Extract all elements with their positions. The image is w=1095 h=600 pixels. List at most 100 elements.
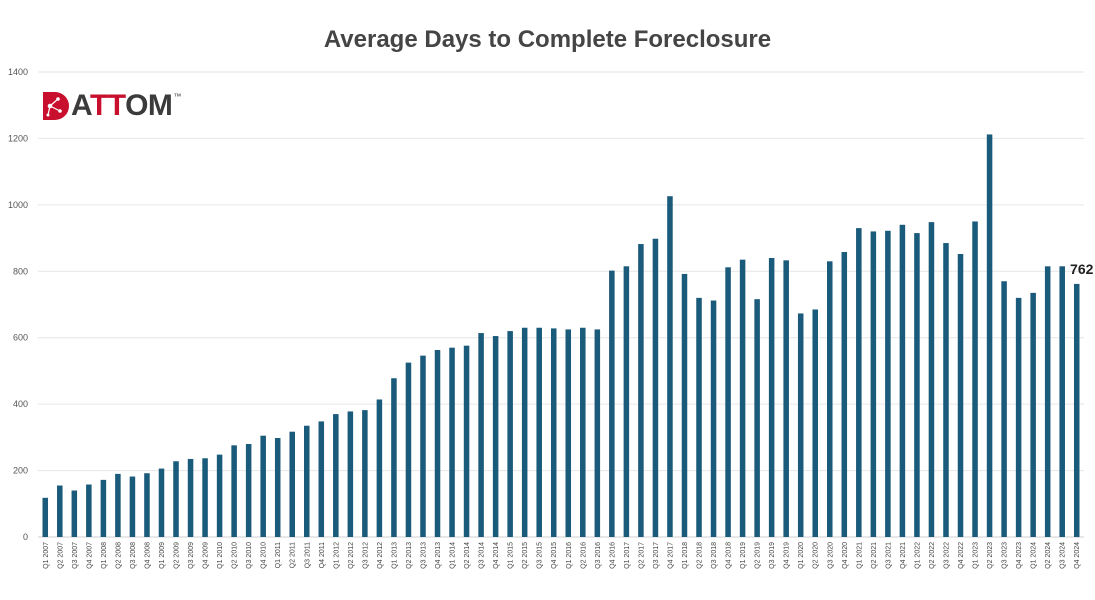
x-tick-label: Q3 2007: [72, 542, 79, 569]
bar: [231, 445, 237, 537]
bar: [739, 259, 746, 537]
x-tick-label: Q3 2017: [653, 542, 660, 569]
x-tick-label: Q1 2013: [391, 542, 398, 569]
bar: [652, 238, 659, 537]
x-tick-label: Q1 2008: [101, 542, 108, 569]
x-tick-label: Q2 2020: [813, 542, 820, 569]
bar: [333, 414, 339, 537]
x-tick-label: Q1 2012: [333, 542, 340, 569]
bar: [768, 258, 775, 537]
x-tick-label: Q1 2020: [798, 542, 805, 569]
bar: [754, 299, 760, 537]
bar: [580, 327, 586, 537]
x-tick-label: Q4 2023: [1016, 542, 1023, 569]
bar: [449, 347, 455, 537]
bar: [710, 300, 717, 537]
bar: [521, 327, 528, 537]
x-tick-label: Q3 2011: [304, 542, 311, 568]
bars: [42, 134, 1080, 538]
x-tick-label: Q2 2012: [348, 542, 355, 569]
bar: [928, 222, 935, 537]
x-tick-label: Q2 2008: [115, 542, 122, 569]
attom-logo-text: ATTOM: [71, 89, 173, 122]
x-tick-label: Q2 2017: [638, 542, 645, 569]
x-tick-label: Q3 2024: [1060, 542, 1067, 569]
bar: [492, 336, 499, 537]
x-tick-label: Q2 2011: [290, 542, 297, 568]
bar: [115, 473, 121, 537]
gridlines: [38, 71, 1084, 538]
x-tick-label: Q4 2008: [144, 542, 151, 569]
x-tick-label: Q1 2014: [450, 542, 457, 569]
bar: [86, 484, 92, 537]
bar: [550, 328, 557, 537]
y-tick-label: 400: [13, 399, 28, 409]
bar: [260, 435, 266, 537]
x-tick-label: Q2 2007: [57, 542, 64, 569]
bar: [696, 297, 702, 537]
bar: [1073, 283, 1080, 537]
data-label: 762: [1070, 261, 1094, 277]
x-tick-label: Q2 2009: [174, 542, 181, 569]
x-tick-label: Q2 2015: [522, 542, 529, 569]
bar: [507, 331, 513, 537]
bar: [986, 134, 993, 537]
x-tick-label: Q3 2014: [479, 542, 486, 569]
x-tick-label: Q4 2016: [609, 542, 616, 569]
y-tick-label: 1000: [8, 200, 28, 210]
bar: [594, 329, 601, 537]
x-tick-label: Q1 2015: [508, 542, 515, 569]
x-tick-label: Q3 2008: [130, 542, 137, 569]
x-tick-label: Q3 2015: [537, 542, 544, 569]
bar: [841, 252, 848, 537]
bar: [289, 431, 295, 537]
bar: [812, 309, 818, 537]
x-axis-ticks: Q1 2007 Q2 2007 Q3 2007 Q4 2007 Q1 2008 Q2 20…: [43, 542, 1081, 569]
y-tick-label: 200: [13, 466, 28, 476]
x-tick-label: Q4 2009: [203, 542, 210, 569]
bar: [957, 254, 964, 537]
bar: [623, 266, 630, 537]
x-tick-label: Q3 2020: [827, 542, 834, 569]
bar: [972, 221, 978, 537]
x-tick-label: Q4 2014: [493, 542, 500, 569]
bar: [216, 454, 223, 537]
bar: [565, 329, 572, 537]
x-tick-label: Q3 2013: [420, 542, 427, 569]
x-tick-label: Q1 2017: [624, 542, 631, 569]
bar: [173, 461, 179, 537]
x-tick-label: Q3 2012: [362, 542, 369, 569]
x-tick-label: Q4 2007: [86, 542, 93, 569]
bar: [681, 273, 688, 537]
x-tick-label: Q1 2007: [43, 542, 50, 569]
bar: [158, 468, 165, 537]
bar: [202, 458, 208, 537]
x-tick-label: Q4 2020: [842, 542, 849, 569]
x-tick-label: Q3 2023: [1002, 542, 1009, 569]
bar: [1044, 266, 1051, 537]
bar: [187, 458, 194, 537]
x-tick-label: Q4 2022: [958, 542, 965, 569]
bar: [376, 399, 383, 537]
x-tick-label: Q2 2014: [464, 542, 471, 569]
x-tick-label: Q4 2018: [726, 542, 733, 569]
y-tick-label: 600: [13, 333, 28, 343]
x-tick-label: Q2 2022: [929, 542, 936, 569]
x-tick-label: Q1 2019: [740, 542, 747, 569]
bar: [638, 244, 644, 538]
bar: [870, 231, 877, 537]
bar: [42, 497, 49, 537]
x-tick-label: Q4 2017: [667, 542, 674, 569]
x-tick-label: Q1 2023: [973, 542, 980, 569]
attom-logo-icon: [43, 92, 69, 120]
bar: [304, 425, 310, 537]
y-tick-label: 0: [23, 532, 28, 542]
y-axis-ticks: 0 200 400 600 800 1000 1200 1400: [8, 67, 28, 542]
annotations: 762: [1070, 261, 1094, 277]
x-tick-label: Q1 2016: [566, 542, 573, 569]
x-tick-label: Q4 2012: [377, 542, 384, 569]
x-tick-label: Q4 2013: [435, 542, 442, 569]
bar: [1015, 297, 1022, 537]
y-tick-label: 1400: [8, 67, 28, 77]
